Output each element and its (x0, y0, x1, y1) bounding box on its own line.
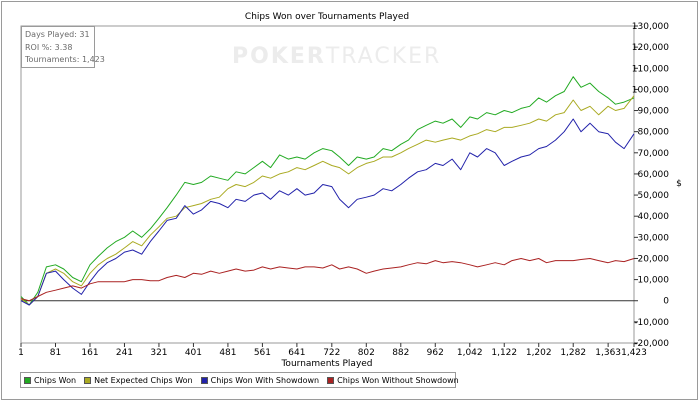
y-tick-label: 40,000 (638, 212, 670, 222)
x-tick-label: 321 (150, 348, 167, 358)
x-tick-label: 241 (116, 348, 133, 358)
stat-roi: ROI %: 3.38 (25, 42, 73, 52)
x-axis: 1 81 161 241 321 401 481 561 641 722 802 882 962 1,04… (18, 343, 647, 358)
x-tick-label: 161 (81, 348, 98, 358)
watermark-tracker: TRACKER (325, 44, 442, 69)
x-tick-label: 81 (50, 348, 61, 358)
y-tick-label: 110,000 (632, 64, 669, 74)
chart-title: Chips Won over Tournaments Played (245, 12, 409, 22)
y-tick-label: 0 (663, 297, 669, 307)
y-tick-label: 90,000 (638, 107, 670, 117)
x-tick-label: 962 (427, 348, 444, 358)
series-line-net-expected-chips-won (20, 95, 635, 306)
y-tick-label: 120,000 (632, 43, 669, 53)
x-tick-label: 1,042 (457, 348, 483, 358)
x-tick-label: 481 (219, 348, 236, 358)
x-tick-label: 1,423 (621, 348, 647, 358)
series-line-chips-won-with-showdown (20, 118, 635, 306)
x-axis-title: Tournaments Played (280, 359, 372, 369)
watermark-poker: POKER (232, 44, 326, 69)
legend-swatch (24, 376, 31, 384)
x-tick-label: 1,363 (595, 348, 621, 358)
x-tick-label: 802 (358, 348, 375, 358)
y-tick-label: 80,000 (638, 128, 670, 138)
stat-days-played: Days Played: 31 (25, 30, 90, 39)
chart-legend: Chips Won Net Expected Chips Won Chips W… (20, 372, 459, 388)
series-line-chips-won-without-showdown (20, 258, 635, 302)
y-tick-label: 20,000 (638, 254, 670, 264)
plot-border (20, 25, 635, 344)
legend-swatch (200, 376, 208, 384)
x-tick-label: 882 (392, 348, 409, 358)
x-tick-label: 1,202 (526, 348, 552, 358)
y-tick-label: -10,000 (634, 318, 669, 328)
series-lines (20, 76, 635, 306)
legend-label: Chips Won (34, 375, 77, 385)
legend-swatch (84, 376, 92, 384)
x-tick-label: 1,122 (491, 348, 517, 358)
y-axis: -20,000 -10,000 0 10,000 20,000 30,000 40,000 5… (632, 22, 669, 349)
y-tick-label: 60,000 (638, 170, 670, 180)
legend-swatch (327, 376, 335, 384)
legend-label: Net Expected Chips Won (94, 375, 193, 385)
legend-item-net-expected[interactable]: Net Expected Chips Won (84, 376, 193, 385)
plot-area (20, 25, 635, 344)
legend-label: Chips Won Without Showdown (337, 375, 459, 385)
pokertracker-watermark: POKERTRACKER (232, 44, 441, 69)
x-tick-label: 641 (288, 348, 305, 358)
x-tick-label: 722 (323, 348, 340, 358)
legend-item-without-showdown[interactable]: Chips Won Without Showdown (327, 376, 459, 385)
y-tick-label: 130,000 (632, 22, 669, 32)
y-tick-label: 10,000 (638, 276, 670, 286)
y-tick-label: -20,000 (634, 339, 669, 349)
series-line-chips-won (20, 76, 635, 306)
y-tick-label: 30,000 (638, 233, 670, 243)
y-axis-title: $ (676, 179, 682, 189)
y-tick-label: 50,000 (638, 191, 670, 201)
x-tick-label: 1 (18, 348, 24, 358)
y-tick-label: 100,000 (632, 85, 669, 95)
x-tick-label: 401 (185, 348, 202, 358)
legend-item-with-showdown[interactable]: Chips Won With Showdown (200, 375, 320, 385)
legend-label: Chips Won With Showdown (210, 375, 320, 385)
stat-tournaments: Tournaments: 1,423 (25, 55, 105, 64)
x-tick-label: 561 (254, 348, 271, 358)
x-tick-label: 1,282 (560, 348, 586, 358)
legend-item-chips-won[interactable]: Chips Won (24, 376, 76, 385)
stats-box: Days Played: 31 ROI %: 3.38 Tournaments:… (21, 26, 105, 68)
y-tick-label: 70,000 (638, 149, 670, 159)
